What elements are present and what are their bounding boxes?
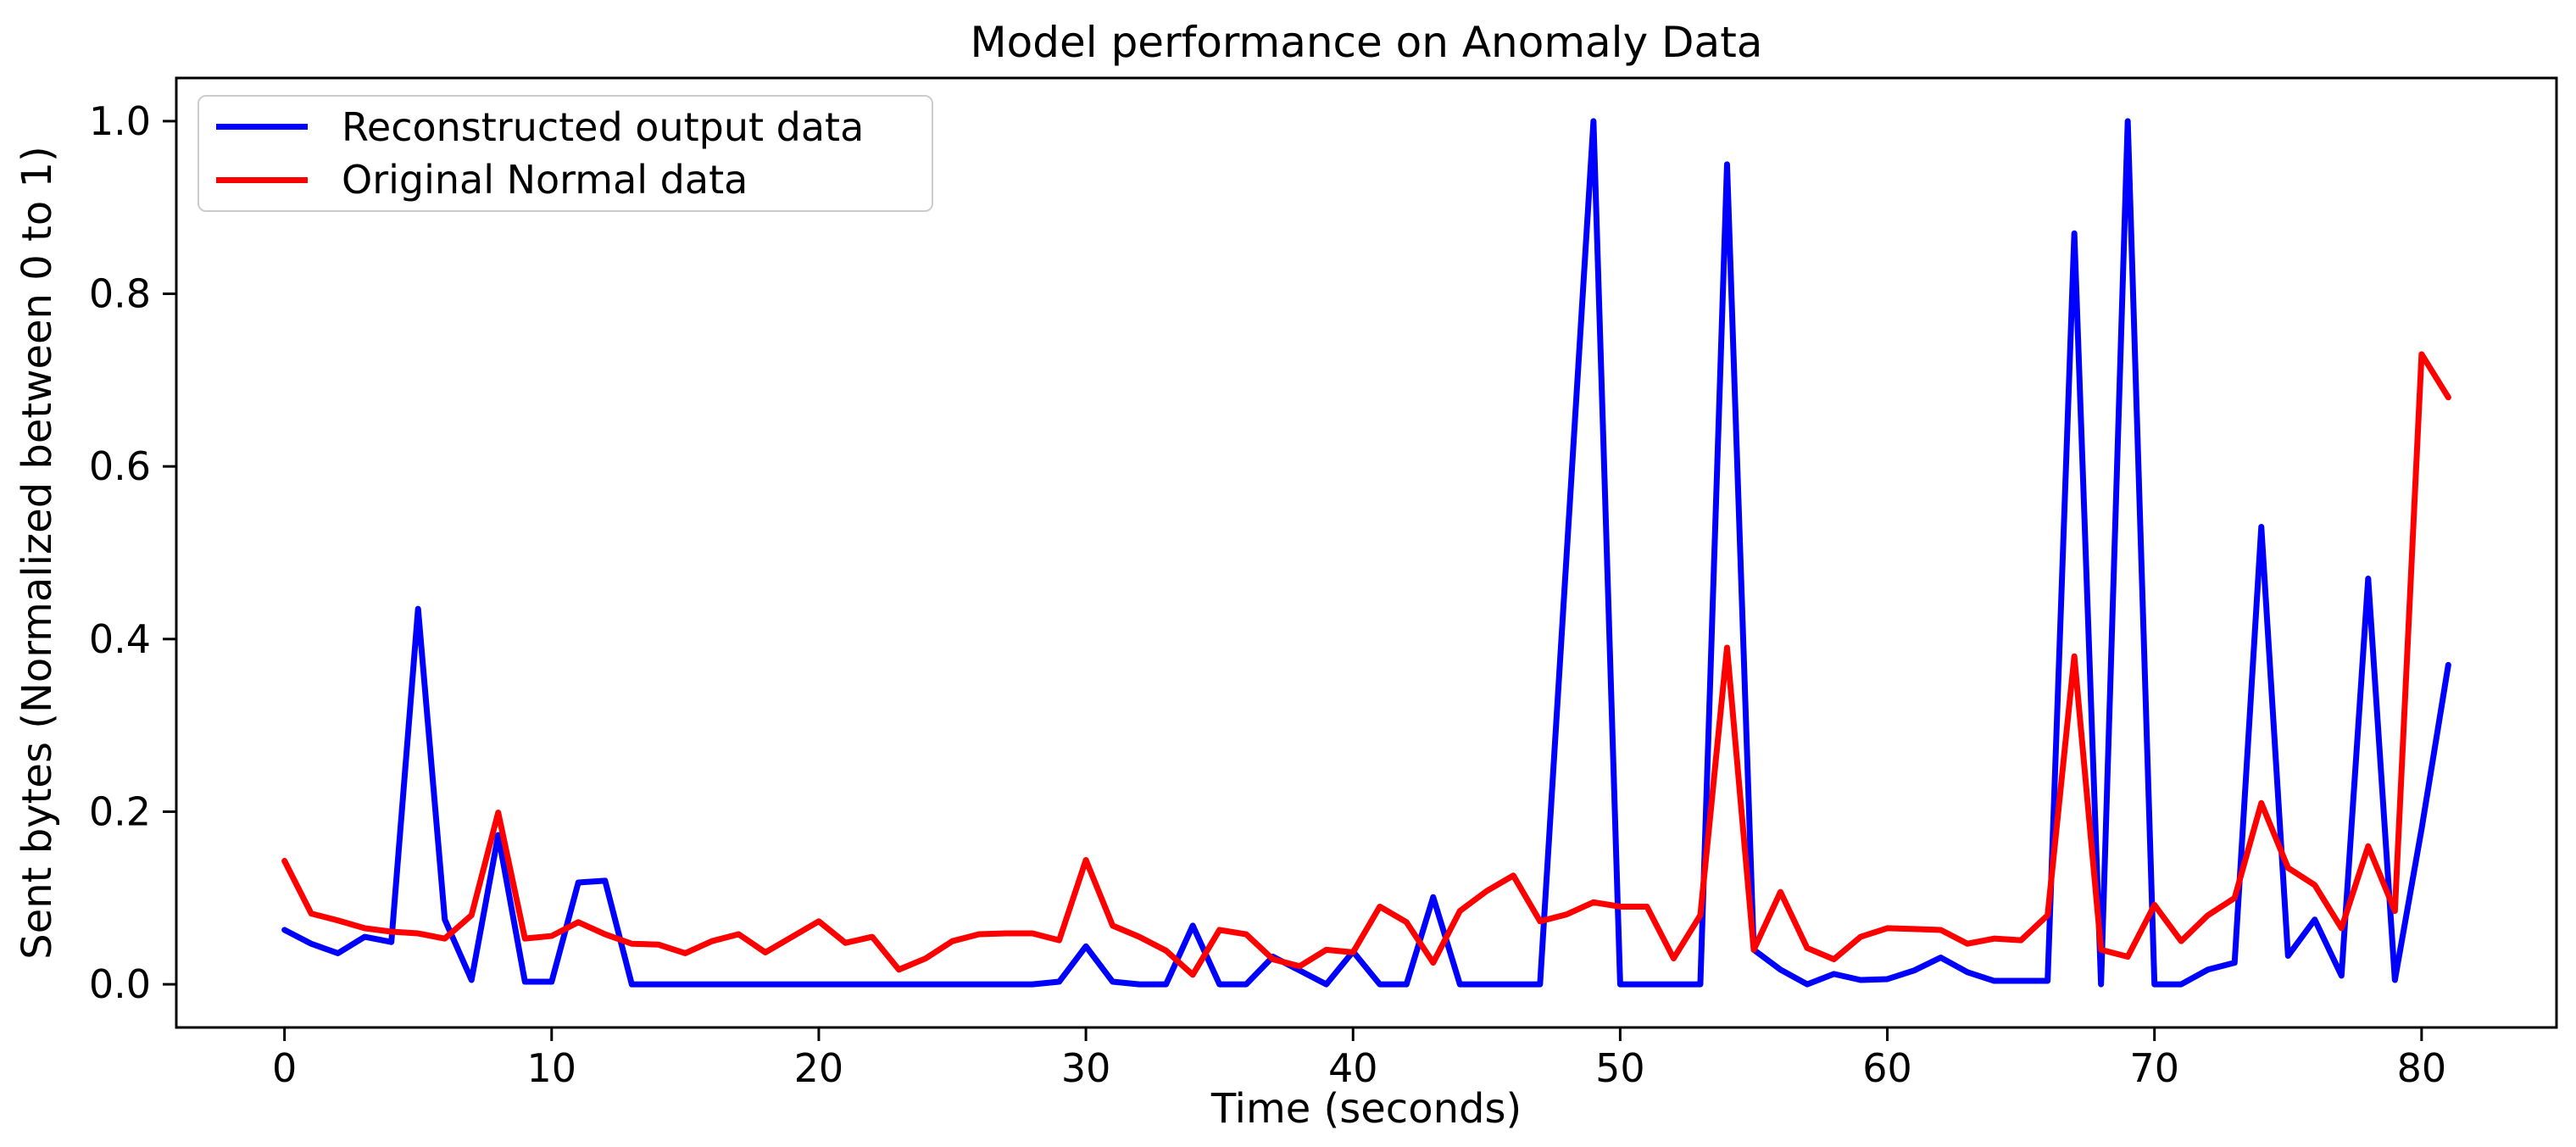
x-tick-label: 10 — [527, 1045, 577, 1091]
series-line-reconstructed-output — [281, 118, 2451, 988]
legend-swatch-red-line — [216, 176, 308, 183]
x-axis-label: Time (seconds) — [1210, 1085, 1522, 1133]
x-tick-label: 20 — [794, 1045, 844, 1091]
legend: Reconstructed output data Original Norma… — [198, 95, 933, 212]
legend-label: Original Normal data — [342, 157, 748, 203]
chart-title: Model performance on Anomaly Data — [970, 18, 1763, 67]
legend-label: Reconstructed output data — [342, 103, 865, 150]
y-tick-label: 0.0 — [89, 961, 151, 1007]
plot-border — [175, 76, 2558, 1029]
y-tick-label: 0.8 — [89, 271, 151, 317]
x-tick-label: 0 — [272, 1045, 297, 1091]
x-tick-label: 60 — [1862, 1045, 1912, 1091]
y-tick-label: 1.0 — [89, 98, 151, 144]
series-line-original-normal — [281, 351, 2451, 978]
x-tick-label: 70 — [2129, 1045, 2179, 1091]
x-tick-label: 40 — [1328, 1045, 1378, 1091]
x-tick-label: 80 — [2397, 1045, 2447, 1091]
legend-item-original-normal: Original Normal data — [199, 157, 932, 203]
legend-swatch-blue-line — [216, 124, 308, 131]
x-tick-label: 30 — [1061, 1045, 1111, 1091]
y-tick-label: 0.4 — [89, 616, 151, 662]
y-tick-label: 0.6 — [89, 443, 151, 489]
y-tick-label: 0.2 — [89, 788, 151, 834]
x-tick-label: 50 — [1595, 1045, 1645, 1091]
y-axis-label: Sent bytes (Normalized between 0 to 1) — [14, 146, 61, 960]
legend-item-reconstructed-output: Reconstructed output data — [199, 104, 932, 150]
